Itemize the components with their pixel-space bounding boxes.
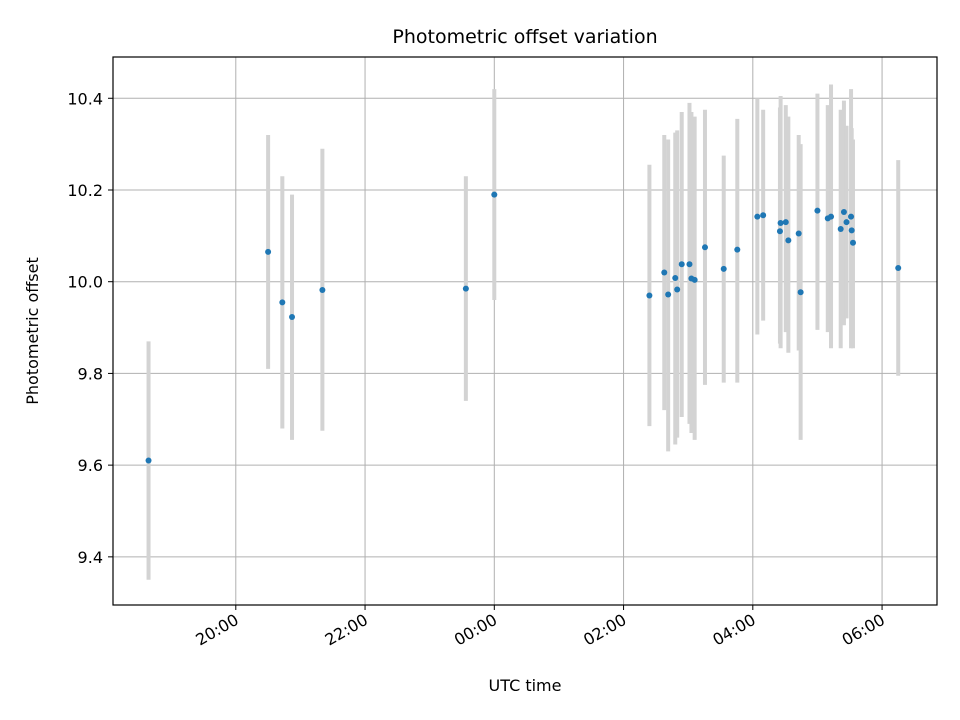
- x-tick-label: 06:00: [839, 610, 888, 650]
- data-point: [491, 191, 498, 198]
- data-point: [785, 237, 792, 244]
- y-tick-label: 9.8: [78, 364, 103, 383]
- data-point: [849, 239, 856, 246]
- data-point: [646, 292, 653, 299]
- data-point: [814, 207, 821, 214]
- y-axis-ticks: 9.4 9.6 9.8 10.0 10.2 10.4: [67, 89, 113, 567]
- data-point: [678, 261, 685, 268]
- y-tick-label: 10.4: [67, 89, 103, 108]
- x-tick-label: 04:00: [709, 610, 758, 650]
- data-point: [797, 289, 804, 296]
- x-tick-label: 20:00: [192, 610, 241, 650]
- data-point: [701, 244, 708, 251]
- data-point: [777, 220, 784, 227]
- data-point: [795, 230, 802, 237]
- y-axis-label: Photometric offset: [23, 257, 42, 405]
- y-tick-label: 10.2: [67, 181, 103, 200]
- x-tick-label: 00:00: [451, 610, 500, 650]
- data-point: [760, 212, 767, 219]
- x-tick-label: 22:00: [322, 610, 371, 650]
- data-point: [672, 275, 679, 282]
- data-point: [720, 265, 727, 272]
- y-tick-label: 10.0: [67, 273, 103, 292]
- errorbars: [146, 84, 901, 580]
- x-axis-ticks: 20:00 22:00 00:00 02:00 04:00 06:00: [192, 605, 888, 650]
- data-point: [840, 208, 847, 215]
- data-point: [843, 219, 850, 226]
- data-point: [782, 219, 789, 226]
- data-point: [279, 299, 286, 306]
- grid: [113, 57, 937, 605]
- data-point: [462, 285, 469, 292]
- x-axis-label: UTC time: [489, 676, 562, 695]
- data-point: [661, 269, 668, 276]
- data-point: [686, 261, 693, 268]
- data-point: [319, 286, 326, 293]
- y-tick-label: 9.4: [78, 548, 103, 567]
- data-point: [828, 213, 835, 220]
- data-point: [145, 457, 152, 464]
- data-point: [265, 248, 272, 255]
- x-tick-label: 02:00: [580, 610, 629, 650]
- data-point: [289, 314, 296, 321]
- data-point: [691, 276, 698, 283]
- data-point: [674, 286, 681, 293]
- data-point: [776, 228, 783, 235]
- chart-title: Photometric offset variation: [392, 26, 657, 48]
- data-point: [837, 225, 844, 232]
- data-point: [734, 246, 741, 253]
- plot-frame: [112, 56, 938, 606]
- data-point: [848, 227, 855, 234]
- data-point: [895, 264, 902, 271]
- y-tick-label: 9.6: [78, 456, 103, 475]
- data-point: [665, 291, 672, 298]
- data-points: [145, 191, 902, 464]
- data-point: [848, 213, 855, 220]
- data-point: [754, 213, 761, 220]
